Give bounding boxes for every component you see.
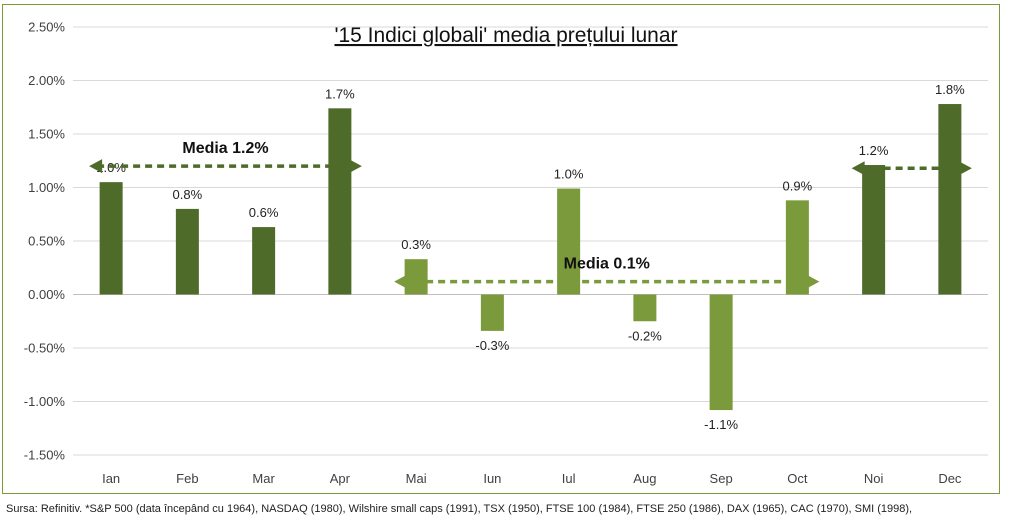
x-tick-label: Dec [938, 471, 962, 486]
data-label: 0.8% [173, 187, 203, 202]
arrowhead-left [394, 274, 408, 289]
x-tick-label: Apr [330, 471, 351, 486]
arrowhead-right [958, 161, 972, 176]
data-label: 1.8% [935, 82, 965, 97]
bar [252, 227, 276, 295]
bar [633, 294, 657, 322]
double-arrow [851, 161, 972, 176]
y-tick-label: 1.50% [28, 127, 65, 142]
arrowhead-right [806, 274, 820, 289]
y-tick-label: 0.50% [28, 234, 65, 249]
x-axis-tick-labels: Ian Feb Mar Apr Mai Iun Iul Aug Sep Oct Noi Dec [102, 471, 962, 486]
double-arrow [89, 159, 362, 174]
bar [480, 294, 504, 331]
y-tick-label: -1.00% [24, 394, 66, 409]
bar [175, 208, 199, 295]
annotations: Media 1.2% Media 0.1% [89, 140, 972, 289]
annotation-label: Media 0.1% [564, 256, 650, 273]
bar-chart: 2.50% 2.00% 1.50% 1.00% 0.50% 0.00% -0.50% -1.0… [24, 20, 988, 486]
x-tick-label: Oct [787, 471, 808, 486]
data-label: 0.3% [401, 237, 431, 252]
data-label: 0.9% [783, 178, 813, 193]
chart-title: '15 Indici globali' media prețului lunar [334, 24, 677, 47]
data-label: 0.6% [249, 205, 279, 220]
x-tick-label: Ian [102, 471, 120, 486]
bar [862, 165, 886, 295]
arrowhead-right [348, 159, 362, 174]
y-tick-label: -1.50% [24, 448, 66, 463]
x-tick-label: Aug [633, 471, 656, 486]
bar [557, 188, 581, 295]
x-tick-label: Sep [710, 471, 733, 486]
y-tick-label: 2.50% [28, 20, 65, 35]
arrowhead-left [851, 161, 865, 176]
bar [938, 104, 962, 295]
x-tick-label: Feb [176, 471, 198, 486]
data-label: -1.1% [704, 417, 738, 432]
data-label: 1.2% [859, 143, 889, 158]
annotation-label: Media 1.2% [182, 140, 268, 157]
bar [785, 200, 809, 295]
bar [709, 294, 733, 411]
data-labels: 1.0%0.8%0.6%1.7%0.3%-0.3%1.0%-0.2%-1.1%0… [96, 82, 965, 432]
bar [404, 259, 428, 295]
gridlines [73, 26, 988, 456]
data-label: 1.7% [325, 86, 355, 101]
x-tick-label: Iul [562, 471, 576, 486]
y-tick-label: 1.00% [28, 180, 65, 195]
source-note: Sursa: Refinitiv. *S&P 500 (data începân… [6, 503, 913, 515]
bar [99, 182, 123, 295]
arrowhead-left [89, 159, 103, 174]
bar [328, 108, 352, 295]
y-tick-label: 2.00% [28, 73, 65, 88]
x-tick-label: Iun [483, 471, 501, 486]
y-tick-label: 0.00% [28, 287, 65, 302]
data-label: -0.2% [628, 328, 662, 343]
x-tick-label: Noi [864, 471, 884, 486]
double-arrow [394, 274, 820, 289]
x-tick-label: Mai [406, 471, 427, 486]
data-label: -0.3% [475, 338, 509, 353]
x-tick-label: Mar [252, 471, 275, 486]
chart-frame: 2.50% 2.00% 1.50% 1.00% 0.50% 0.00% -0.50% -1.0… [2, 4, 1000, 494]
y-tick-label: -0.50% [24, 341, 66, 356]
data-label: 1.0% [554, 167, 584, 182]
bars [99, 104, 962, 411]
y-axis-tick-labels: 2.50% 2.00% 1.50% 1.00% 0.50% 0.00% -0.50% -1.0… [24, 20, 66, 463]
